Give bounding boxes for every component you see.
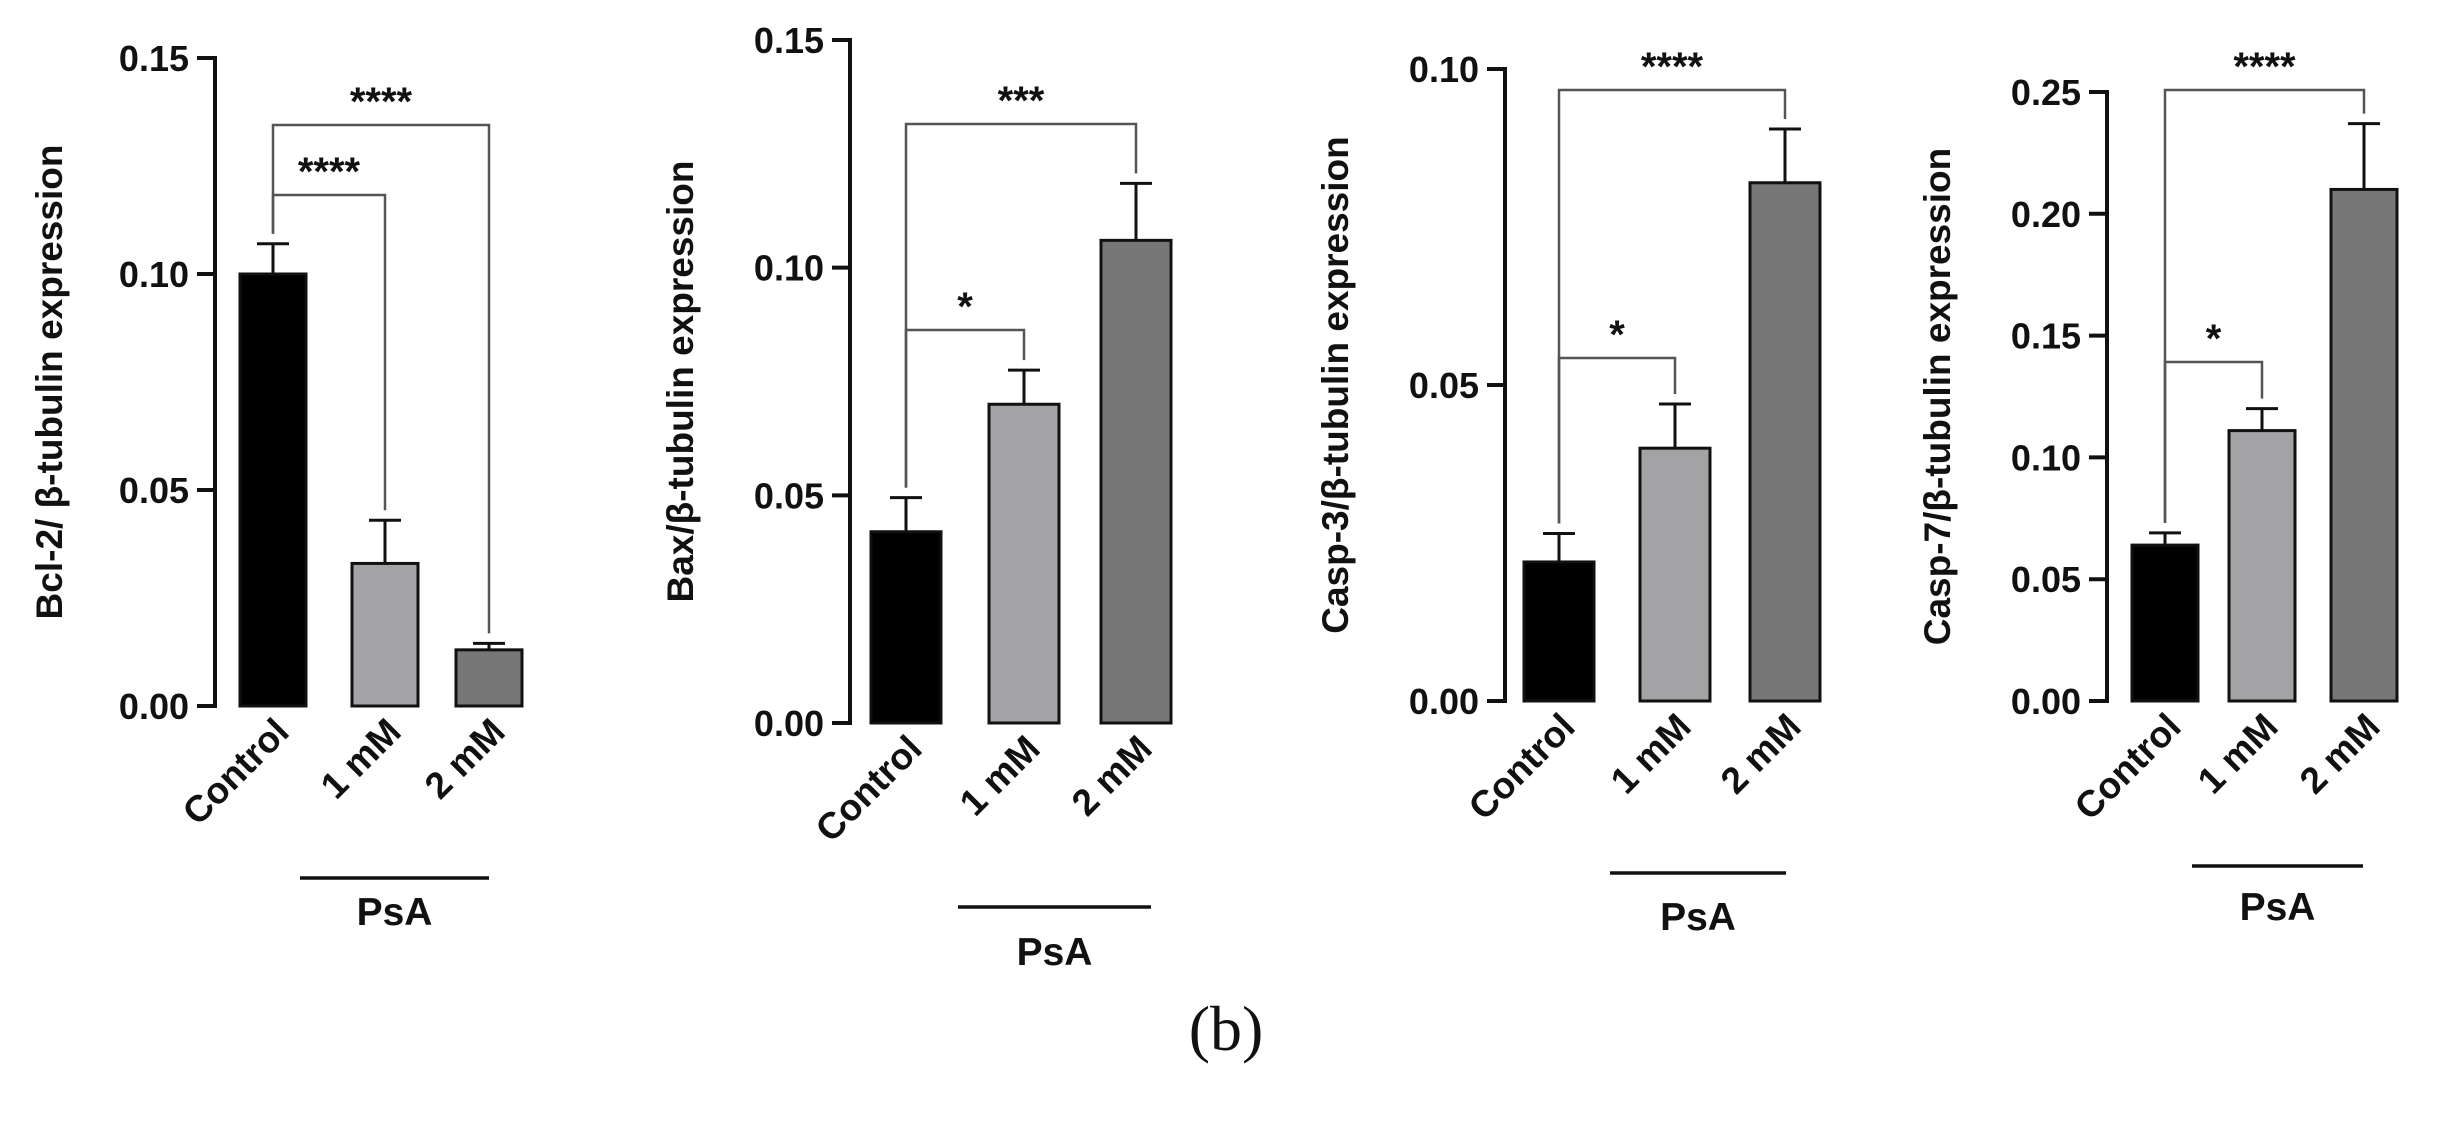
y-tick-label: 0.05	[754, 475, 824, 516]
significance-stars: ***	[998, 79, 1045, 123]
significance-stars: *	[2206, 317, 2222, 361]
category-label: Control	[808, 728, 930, 850]
chart-panel-4: 0.00 0.05 0.10 0.15 0.20 0.25 Casp-7/β-tubulin…	[1917, 45, 2399, 929]
bar-control	[2130, 543, 2200, 703]
group-label: PsA	[1660, 896, 1736, 939]
chart-panel-3: 0.00 0.05 0.10 Casp-3/β-tubulin expression *…	[1315, 45, 1822, 939]
significance-bracket	[2163, 360, 2264, 523]
bar-2-mm	[1099, 238, 1173, 725]
category-label: 1 mM	[313, 711, 409, 807]
category-label: 2 mM	[1713, 706, 1809, 802]
y-tick-label: 0.10	[2011, 437, 2081, 478]
category-label: 1 mM	[952, 728, 1048, 824]
significance-stars: ****	[298, 150, 361, 194]
bar-control	[869, 530, 943, 725]
bar-1-mm	[2227, 429, 2297, 703]
significance-bracket	[904, 328, 1026, 488]
category-label: Control	[1461, 706, 1583, 828]
chart-panel-1: 0.00 0.05 0.10 0.15 Bcl-2/ β-tubulin express…	[29, 38, 524, 934]
significance-bracket	[271, 193, 387, 511]
y-tick-label: 0.10	[754, 248, 824, 289]
bar-2-mm	[1748, 181, 1822, 703]
category-label: 2 mM	[2292, 706, 2388, 802]
bar-2-mm	[454, 648, 524, 708]
significance-stars: *	[957, 285, 973, 329]
significance-bracket	[904, 122, 1138, 488]
y-tick-label: 0.05	[119, 470, 189, 511]
significance-stars: *	[1609, 313, 1625, 357]
category-label: 2 mM	[1064, 728, 1160, 824]
y-tick-label: 0.10	[119, 254, 189, 295]
y-tick-label: 0.25	[2011, 72, 2081, 113]
y-tick-label: 0.00	[119, 686, 189, 727]
charts-container: 0.00 0.05 0.10 0.15 Bcl-2/ β-tubulin express…	[29, 20, 2399, 974]
bar-1-mm	[987, 402, 1061, 725]
category-label: 2 mM	[417, 711, 513, 807]
significance-bracket	[271, 123, 491, 634]
y-tick-label: 0.20	[2011, 194, 2081, 235]
bar-2-mm	[2329, 187, 2399, 703]
significance-bracket	[2163, 88, 2366, 523]
panel-label: (b)	[1189, 993, 1264, 1064]
significance-stars: ****	[2233, 45, 2296, 89]
category-label: Control	[2067, 706, 2189, 828]
bar-control	[238, 272, 308, 708]
significance-bracket	[1557, 88, 1787, 524]
y-tick-label: 0.15	[2011, 316, 2081, 357]
bar-1-mm	[350, 561, 420, 708]
significance-bracket	[1557, 356, 1677, 524]
category-label: Control	[175, 711, 297, 833]
group-label: PsA	[2240, 886, 2316, 929]
y-axis-label: Bax/β-tubulin expression	[660, 161, 701, 603]
y-axis-label: Bcl-2/ β-tubulin expression	[29, 145, 70, 620]
chart-panel-2: 0.00 0.05 0.10 0.15 Bax/β-tubulin expression…	[660, 20, 1173, 974]
category-label: 1 mM	[1603, 706, 1699, 802]
significance-stars: ****	[1641, 45, 1704, 89]
y-axis-label: Casp-7/β-tubulin expression	[1917, 148, 1958, 646]
y-tick-label: 0.15	[754, 20, 824, 61]
y-tick-label: 0.00	[754, 703, 824, 744]
significance-stars: ****	[350, 80, 413, 124]
y-tick-label: 0.00	[2011, 681, 2081, 722]
y-tick-label: 0.00	[1409, 681, 1479, 722]
group-label: PsA	[1017, 931, 1093, 974]
bar-1-mm	[1638, 446, 1712, 703]
group-label: PsA	[357, 891, 433, 934]
y-tick-label: 0.10	[1409, 49, 1479, 90]
y-tick-label: 0.15	[119, 38, 189, 79]
bar-control	[1522, 560, 1596, 703]
y-axis-label: Casp-3/β-tubulin expression	[1315, 136, 1356, 634]
y-tick-label: 0.05	[1409, 365, 1479, 406]
category-label: 1 mM	[2190, 706, 2286, 802]
y-tick-label: 0.05	[2011, 559, 2081, 600]
